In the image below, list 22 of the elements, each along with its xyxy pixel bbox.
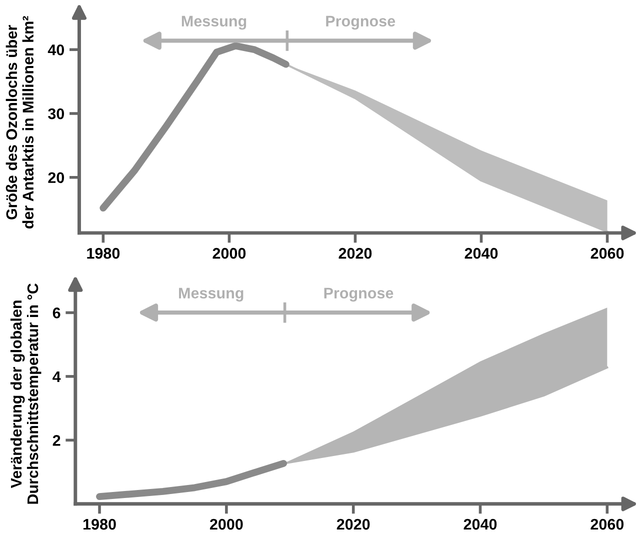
x-tick-label: 1980 <box>83 518 116 530</box>
x-tick-label: 2040 <box>464 518 497 530</box>
y-tick-label: 4 <box>52 371 61 382</box>
y-axis-title: Größe des Ozonlochs über der Antarktis in Millionen km² <box>6 16 34 228</box>
annotation: Prognose <box>324 288 394 302</box>
x-tick-label: 2020 <box>338 248 372 259</box>
annotation: Messung <box>182 16 246 30</box>
y-tick-label: 30 <box>48 108 64 120</box>
x-tick-label: 2000 <box>212 248 246 259</box>
x-tick-label: 1980 <box>87 248 120 259</box>
annotation: Messung <box>179 288 244 302</box>
x-tick-label: 2020 <box>336 518 370 530</box>
y-tick-label: 6 <box>52 308 60 318</box>
x-tick-label: 2060 <box>590 518 624 530</box>
x-tick-label: 2060 <box>590 248 624 259</box>
x-tick-label: 2000 <box>210 518 243 530</box>
y-axis-title: Veränderung der globalen Durchschnittstemperatur in °C <box>10 283 42 504</box>
annotation: Prognose <box>326 16 396 30</box>
x-tick-label: 2040 <box>464 248 498 259</box>
y-tick-label: 2 <box>52 435 60 446</box>
y-tick-label: 40 <box>48 44 64 56</box>
y-tick-label: 20 <box>48 172 64 184</box>
